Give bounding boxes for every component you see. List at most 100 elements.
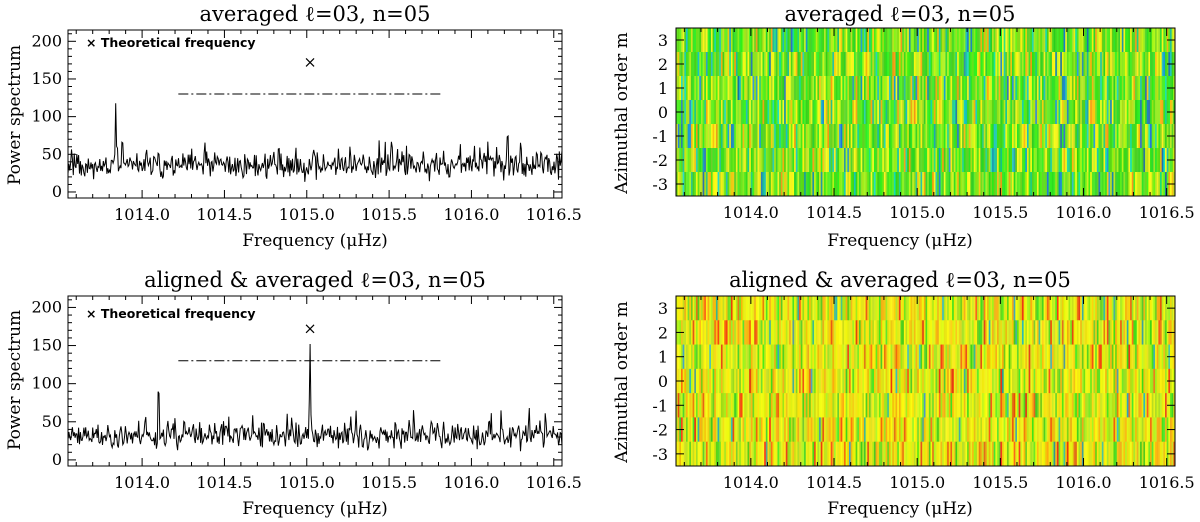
heatmap-cell — [1080, 28, 1083, 53]
heatmap-cell — [1043, 320, 1046, 346]
heatmap-cell — [1101, 172, 1104, 197]
heatmap-cell — [920, 441, 923, 467]
heatmap-cell — [710, 100, 714, 125]
heatmap-cell — [729, 148, 732, 173]
heatmap-cell — [1061, 441, 1065, 467]
heatmap-cell — [1095, 417, 1098, 443]
heatmap-cell — [868, 100, 872, 125]
heatmap-cell — [749, 368, 752, 394]
heatmap-cell — [1146, 28, 1149, 53]
heatmap-cell — [839, 344, 842, 370]
heatmap-cell — [1056, 368, 1060, 394]
heatmap-cell — [913, 296, 917, 321]
heatmap-cell — [815, 368, 818, 394]
heatmap-cell — [1105, 148, 1108, 173]
heatmap-cell — [943, 76, 946, 101]
heatmap-cell — [1051, 52, 1055, 77]
heatmap-cell — [865, 393, 868, 418]
heatmap-cell — [700, 76, 704, 101]
heatmap-cell — [1068, 52, 1071, 77]
heatmap-cell — [810, 417, 813, 443]
heatmap-cell — [834, 393, 837, 418]
heatmap-cell — [1018, 100, 1021, 125]
y-tick-label: 1 — [658, 79, 668, 98]
heatmap-cell — [1065, 393, 1068, 418]
heatmap-cell — [940, 124, 943, 149]
heatmap-cell — [795, 172, 798, 197]
heatmap-cell — [910, 148, 913, 173]
heatmap-cell — [695, 148, 699, 173]
heatmap-cell — [1010, 52, 1013, 77]
heatmap-cell — [805, 100, 808, 125]
heatmap-cell — [1163, 320, 1166, 346]
heatmap-cell — [749, 52, 752, 77]
heatmap-cell — [1038, 28, 1041, 53]
heatmap-cell — [1098, 368, 1101, 394]
heatmap-cell — [1138, 296, 1141, 321]
heatmap-cell — [1143, 28, 1146, 53]
heatmap-cell — [770, 52, 773, 77]
heatmap-cell — [1043, 344, 1046, 370]
heatmap-cell — [720, 441, 724, 467]
heatmap-cell — [855, 441, 858, 467]
heatmap-cell — [1013, 417, 1016, 443]
heatmap-cell — [1050, 417, 1053, 443]
heatmap-cell — [792, 344, 795, 370]
y-tick-label: 3 — [658, 31, 668, 50]
heatmap-cell — [720, 393, 724, 418]
heatmap-cell — [1051, 417, 1055, 443]
heatmap-cell — [740, 76, 744, 101]
heatmap-cell — [1055, 76, 1058, 101]
x-tick-label: 1014.5 — [196, 205, 252, 224]
heatmap-cell — [1116, 393, 1119, 418]
heatmap-cell — [962, 52, 965, 77]
heatmap-cell — [1156, 344, 1159, 370]
heatmap-cell — [1140, 368, 1143, 394]
heatmap-cell — [967, 76, 970, 101]
heatmap-cell — [804, 393, 807, 418]
heatmap-cell — [1158, 368, 1161, 394]
heatmap-cell — [755, 172, 758, 197]
heatmap-cell — [953, 76, 956, 101]
heatmap-cell — [1053, 368, 1056, 394]
heatmap-cell — [975, 172, 978, 197]
heatmap-cell — [1146, 296, 1149, 321]
heatmap-cell — [913, 344, 917, 370]
heatmap-cell — [747, 344, 750, 370]
heatmap-cell — [1076, 172, 1080, 197]
heatmap-cell — [847, 28, 850, 53]
heatmap-cell — [744, 320, 747, 346]
heatmap-cell — [1103, 296, 1106, 321]
legend-theoretical-frequency: × Theoretical frequency — [86, 35, 256, 50]
heatmap-cell — [862, 417, 865, 443]
heatmap-cell — [908, 296, 912, 321]
heatmap-cell — [1005, 441, 1008, 467]
heatmap-cell — [787, 148, 790, 173]
heatmap-cell — [888, 393, 892, 418]
heatmap-cell — [1048, 441, 1051, 467]
heatmap-cell — [917, 124, 920, 149]
heatmap-cell — [1070, 28, 1073, 53]
heatmap-cell — [1121, 148, 1124, 173]
heatmap-cell — [1155, 296, 1158, 321]
heatmap-cell — [772, 368, 775, 394]
heatmap-cell — [1123, 172, 1126, 197]
heatmap-cell — [1021, 441, 1025, 467]
heatmap-cell — [890, 124, 893, 149]
heatmap-row-m-0 — [676, 368, 1176, 394]
heatmap-cell — [1090, 52, 1093, 77]
heatmap-cell — [912, 100, 915, 125]
heatmap-cell — [1055, 172, 1058, 197]
heatmap-cell — [948, 368, 951, 394]
heatmap-cell — [883, 52, 887, 77]
heatmap-cell — [794, 28, 797, 53]
heatmap-cell — [1013, 52, 1016, 77]
heatmap-cell — [1116, 28, 1119, 53]
heatmap-cell — [1110, 393, 1113, 418]
heatmap-cell — [812, 100, 815, 125]
heatmap-cell — [1026, 393, 1030, 418]
heatmap-cell — [862, 344, 865, 370]
heatmap-cell — [1005, 344, 1008, 370]
heatmap-cell — [848, 28, 852, 53]
heatmap-cell — [1068, 148, 1071, 173]
